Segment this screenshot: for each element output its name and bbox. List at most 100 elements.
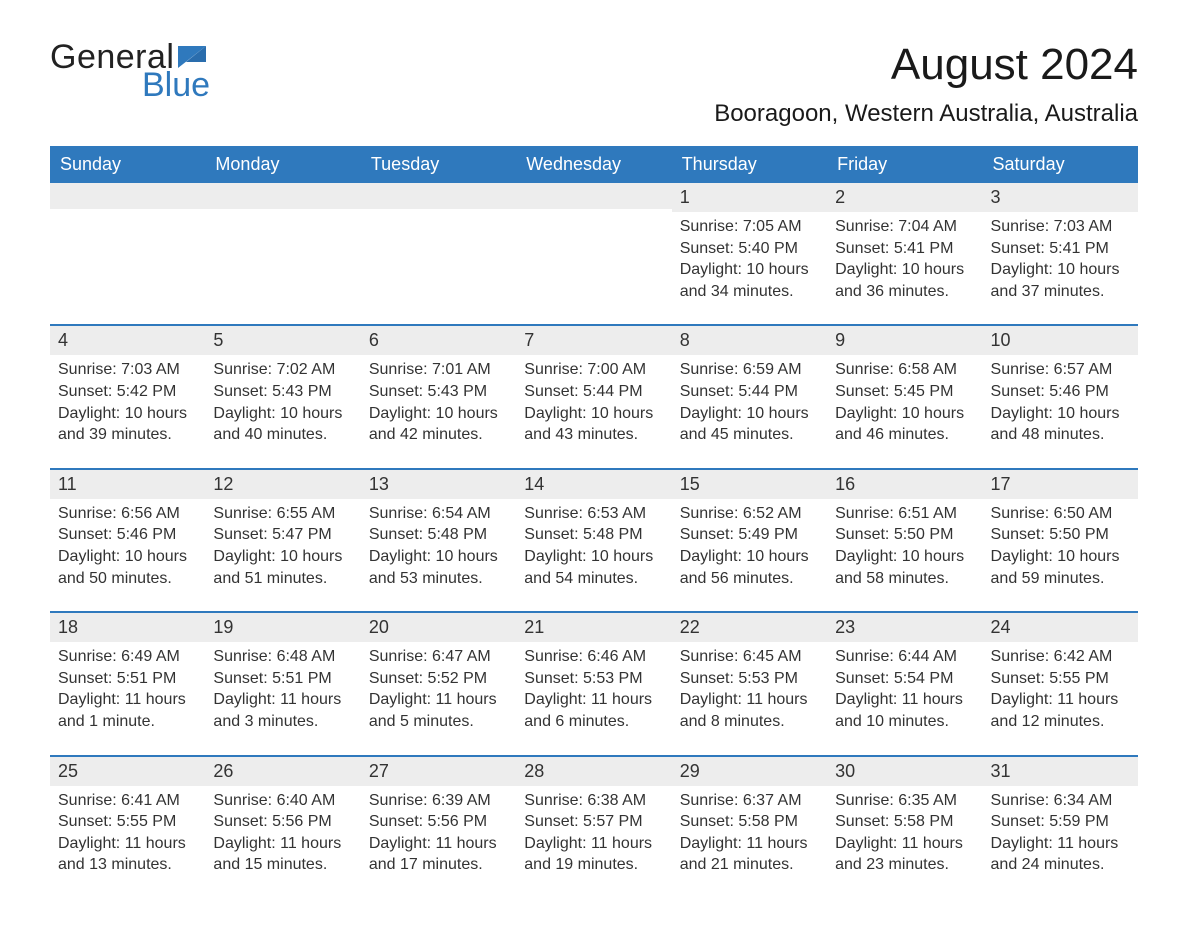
- week-row: 11Sunrise: 6:56 AMSunset: 5:46 PMDayligh…: [50, 468, 1138, 611]
- day-body: Sunrise: 7:03 AMSunset: 5:41 PMDaylight:…: [983, 212, 1138, 324]
- sunset-text: Sunset: 5:41 PM: [991, 238, 1130, 260]
- day-number: [361, 183, 516, 209]
- day-number: 29: [672, 757, 827, 786]
- day-cell: [205, 183, 360, 324]
- sunset-text: Sunset: 5:50 PM: [835, 524, 974, 546]
- sunrise-text: Sunrise: 6:34 AM: [991, 790, 1130, 812]
- day-cell: [361, 183, 516, 324]
- sunrise-text: Sunrise: 6:38 AM: [524, 790, 663, 812]
- sunset-text: Sunset: 5:56 PM: [213, 811, 352, 833]
- daylight-text: Daylight: 10 hours and 54 minutes.: [524, 546, 663, 589]
- sunrise-text: Sunrise: 6:44 AM: [835, 646, 974, 668]
- sunrise-text: Sunrise: 7:04 AM: [835, 216, 974, 238]
- day-cell: 4Sunrise: 7:03 AMSunset: 5:42 PMDaylight…: [50, 326, 205, 467]
- day-body: Sunrise: 6:57 AMSunset: 5:46 PMDaylight:…: [983, 355, 1138, 467]
- sunrise-text: Sunrise: 6:58 AM: [835, 359, 974, 381]
- day-body: Sunrise: 6:56 AMSunset: 5:46 PMDaylight:…: [50, 499, 205, 611]
- daylight-text: Daylight: 10 hours and 45 minutes.: [680, 403, 819, 446]
- sunrise-text: Sunrise: 6:50 AM: [991, 503, 1130, 525]
- month-title: August 2024: [714, 40, 1138, 90]
- day-cell: 19Sunrise: 6:48 AMSunset: 5:51 PMDayligh…: [205, 613, 360, 754]
- day-body: Sunrise: 6:40 AMSunset: 5:56 PMDaylight:…: [205, 786, 360, 898]
- day-number: 25: [50, 757, 205, 786]
- day-cell: 12Sunrise: 6:55 AMSunset: 5:47 PMDayligh…: [205, 470, 360, 611]
- dow-monday: Monday: [205, 146, 360, 183]
- daylight-text: Daylight: 10 hours and 46 minutes.: [835, 403, 974, 446]
- sunset-text: Sunset: 5:46 PM: [991, 381, 1130, 403]
- day-body: Sunrise: 6:53 AMSunset: 5:48 PMDaylight:…: [516, 499, 671, 611]
- day-number: 23: [827, 613, 982, 642]
- day-number: 26: [205, 757, 360, 786]
- sunrise-text: Sunrise: 7:05 AM: [680, 216, 819, 238]
- sunrise-text: Sunrise: 6:51 AM: [835, 503, 974, 525]
- day-cell: 17Sunrise: 6:50 AMSunset: 5:50 PMDayligh…: [983, 470, 1138, 611]
- day-cell: 29Sunrise: 6:37 AMSunset: 5:58 PMDayligh…: [672, 757, 827, 898]
- daylight-text: Daylight: 10 hours and 59 minutes.: [991, 546, 1130, 589]
- dow-friday: Friday: [827, 146, 982, 183]
- sunset-text: Sunset: 5:43 PM: [213, 381, 352, 403]
- day-body: Sunrise: 6:52 AMSunset: 5:49 PMDaylight:…: [672, 499, 827, 611]
- day-body: Sunrise: 6:37 AMSunset: 5:58 PMDaylight:…: [672, 786, 827, 898]
- title-block: August 2024 Booragoon, Western Australia…: [714, 40, 1138, 128]
- daylight-text: Daylight: 11 hours and 13 minutes.: [58, 833, 197, 876]
- day-number: 7: [516, 326, 671, 355]
- day-cell: 9Sunrise: 6:58 AMSunset: 5:45 PMDaylight…: [827, 326, 982, 467]
- day-number: 28: [516, 757, 671, 786]
- day-body: Sunrise: 6:48 AMSunset: 5:51 PMDaylight:…: [205, 642, 360, 754]
- daylight-text: Daylight: 10 hours and 34 minutes.: [680, 259, 819, 302]
- daylight-text: Daylight: 11 hours and 19 minutes.: [524, 833, 663, 876]
- dow-saturday: Saturday: [983, 146, 1138, 183]
- week-row: 4Sunrise: 7:03 AMSunset: 5:42 PMDaylight…: [50, 324, 1138, 467]
- sunset-text: Sunset: 5:51 PM: [213, 668, 352, 690]
- day-body: Sunrise: 6:51 AMSunset: 5:50 PMDaylight:…: [827, 499, 982, 611]
- day-number: 31: [983, 757, 1138, 786]
- calendar: Sunday Monday Tuesday Wednesday Thursday…: [50, 146, 1138, 898]
- sunset-text: Sunset: 5:51 PM: [58, 668, 197, 690]
- day-body: Sunrise: 6:41 AMSunset: 5:55 PMDaylight:…: [50, 786, 205, 898]
- sunset-text: Sunset: 5:43 PM: [369, 381, 508, 403]
- sunrise-text: Sunrise: 6:49 AM: [58, 646, 197, 668]
- daylight-text: Daylight: 10 hours and 42 minutes.: [369, 403, 508, 446]
- daylight-text: Daylight: 11 hours and 5 minutes.: [369, 689, 508, 732]
- sunrise-text: Sunrise: 6:46 AM: [524, 646, 663, 668]
- daylight-text: Daylight: 11 hours and 10 minutes.: [835, 689, 974, 732]
- sunset-text: Sunset: 5:41 PM: [835, 238, 974, 260]
- day-cell: 31Sunrise: 6:34 AMSunset: 5:59 PMDayligh…: [983, 757, 1138, 898]
- sunrise-text: Sunrise: 7:01 AM: [369, 359, 508, 381]
- day-cell: 3Sunrise: 7:03 AMSunset: 5:41 PMDaylight…: [983, 183, 1138, 324]
- daylight-text: Daylight: 11 hours and 1 minute.: [58, 689, 197, 732]
- daylight-text: Daylight: 10 hours and 36 minutes.: [835, 259, 974, 302]
- sunset-text: Sunset: 5:50 PM: [991, 524, 1130, 546]
- day-cell: 10Sunrise: 6:57 AMSunset: 5:46 PMDayligh…: [983, 326, 1138, 467]
- sunset-text: Sunset: 5:57 PM: [524, 811, 663, 833]
- daylight-text: Daylight: 10 hours and 40 minutes.: [213, 403, 352, 446]
- sunrise-text: Sunrise: 6:56 AM: [58, 503, 197, 525]
- day-number: 11: [50, 470, 205, 499]
- day-number: 3: [983, 183, 1138, 212]
- days-of-week-row: Sunday Monday Tuesday Wednesday Thursday…: [50, 146, 1138, 183]
- day-number: 12: [205, 470, 360, 499]
- day-body: Sunrise: 7:05 AMSunset: 5:40 PMDaylight:…: [672, 212, 827, 324]
- daylight-text: Daylight: 11 hours and 15 minutes.: [213, 833, 352, 876]
- sunset-text: Sunset: 5:40 PM: [680, 238, 819, 260]
- day-cell: 1Sunrise: 7:05 AMSunset: 5:40 PMDaylight…: [672, 183, 827, 324]
- day-number: 27: [361, 757, 516, 786]
- daylight-text: Daylight: 11 hours and 8 minutes.: [680, 689, 819, 732]
- daylight-text: Daylight: 11 hours and 12 minutes.: [991, 689, 1130, 732]
- sunrise-text: Sunrise: 7:00 AM: [524, 359, 663, 381]
- sunrise-text: Sunrise: 6:39 AM: [369, 790, 508, 812]
- day-body: Sunrise: 6:50 AMSunset: 5:50 PMDaylight:…: [983, 499, 1138, 611]
- day-number: 6: [361, 326, 516, 355]
- daylight-text: Daylight: 10 hours and 43 minutes.: [524, 403, 663, 446]
- day-number: 10: [983, 326, 1138, 355]
- day-body: Sunrise: 7:03 AMSunset: 5:42 PMDaylight:…: [50, 355, 205, 467]
- header: General Blue August 2024 Booragoon, West…: [50, 40, 1138, 128]
- day-number: 20: [361, 613, 516, 642]
- sunset-text: Sunset: 5:58 PM: [680, 811, 819, 833]
- day-cell: 16Sunrise: 6:51 AMSunset: 5:50 PMDayligh…: [827, 470, 982, 611]
- day-cell: 8Sunrise: 6:59 AMSunset: 5:44 PMDaylight…: [672, 326, 827, 467]
- sunrise-text: Sunrise: 6:35 AM: [835, 790, 974, 812]
- day-cell: 25Sunrise: 6:41 AMSunset: 5:55 PMDayligh…: [50, 757, 205, 898]
- day-body: [361, 209, 516, 305]
- day-number: 21: [516, 613, 671, 642]
